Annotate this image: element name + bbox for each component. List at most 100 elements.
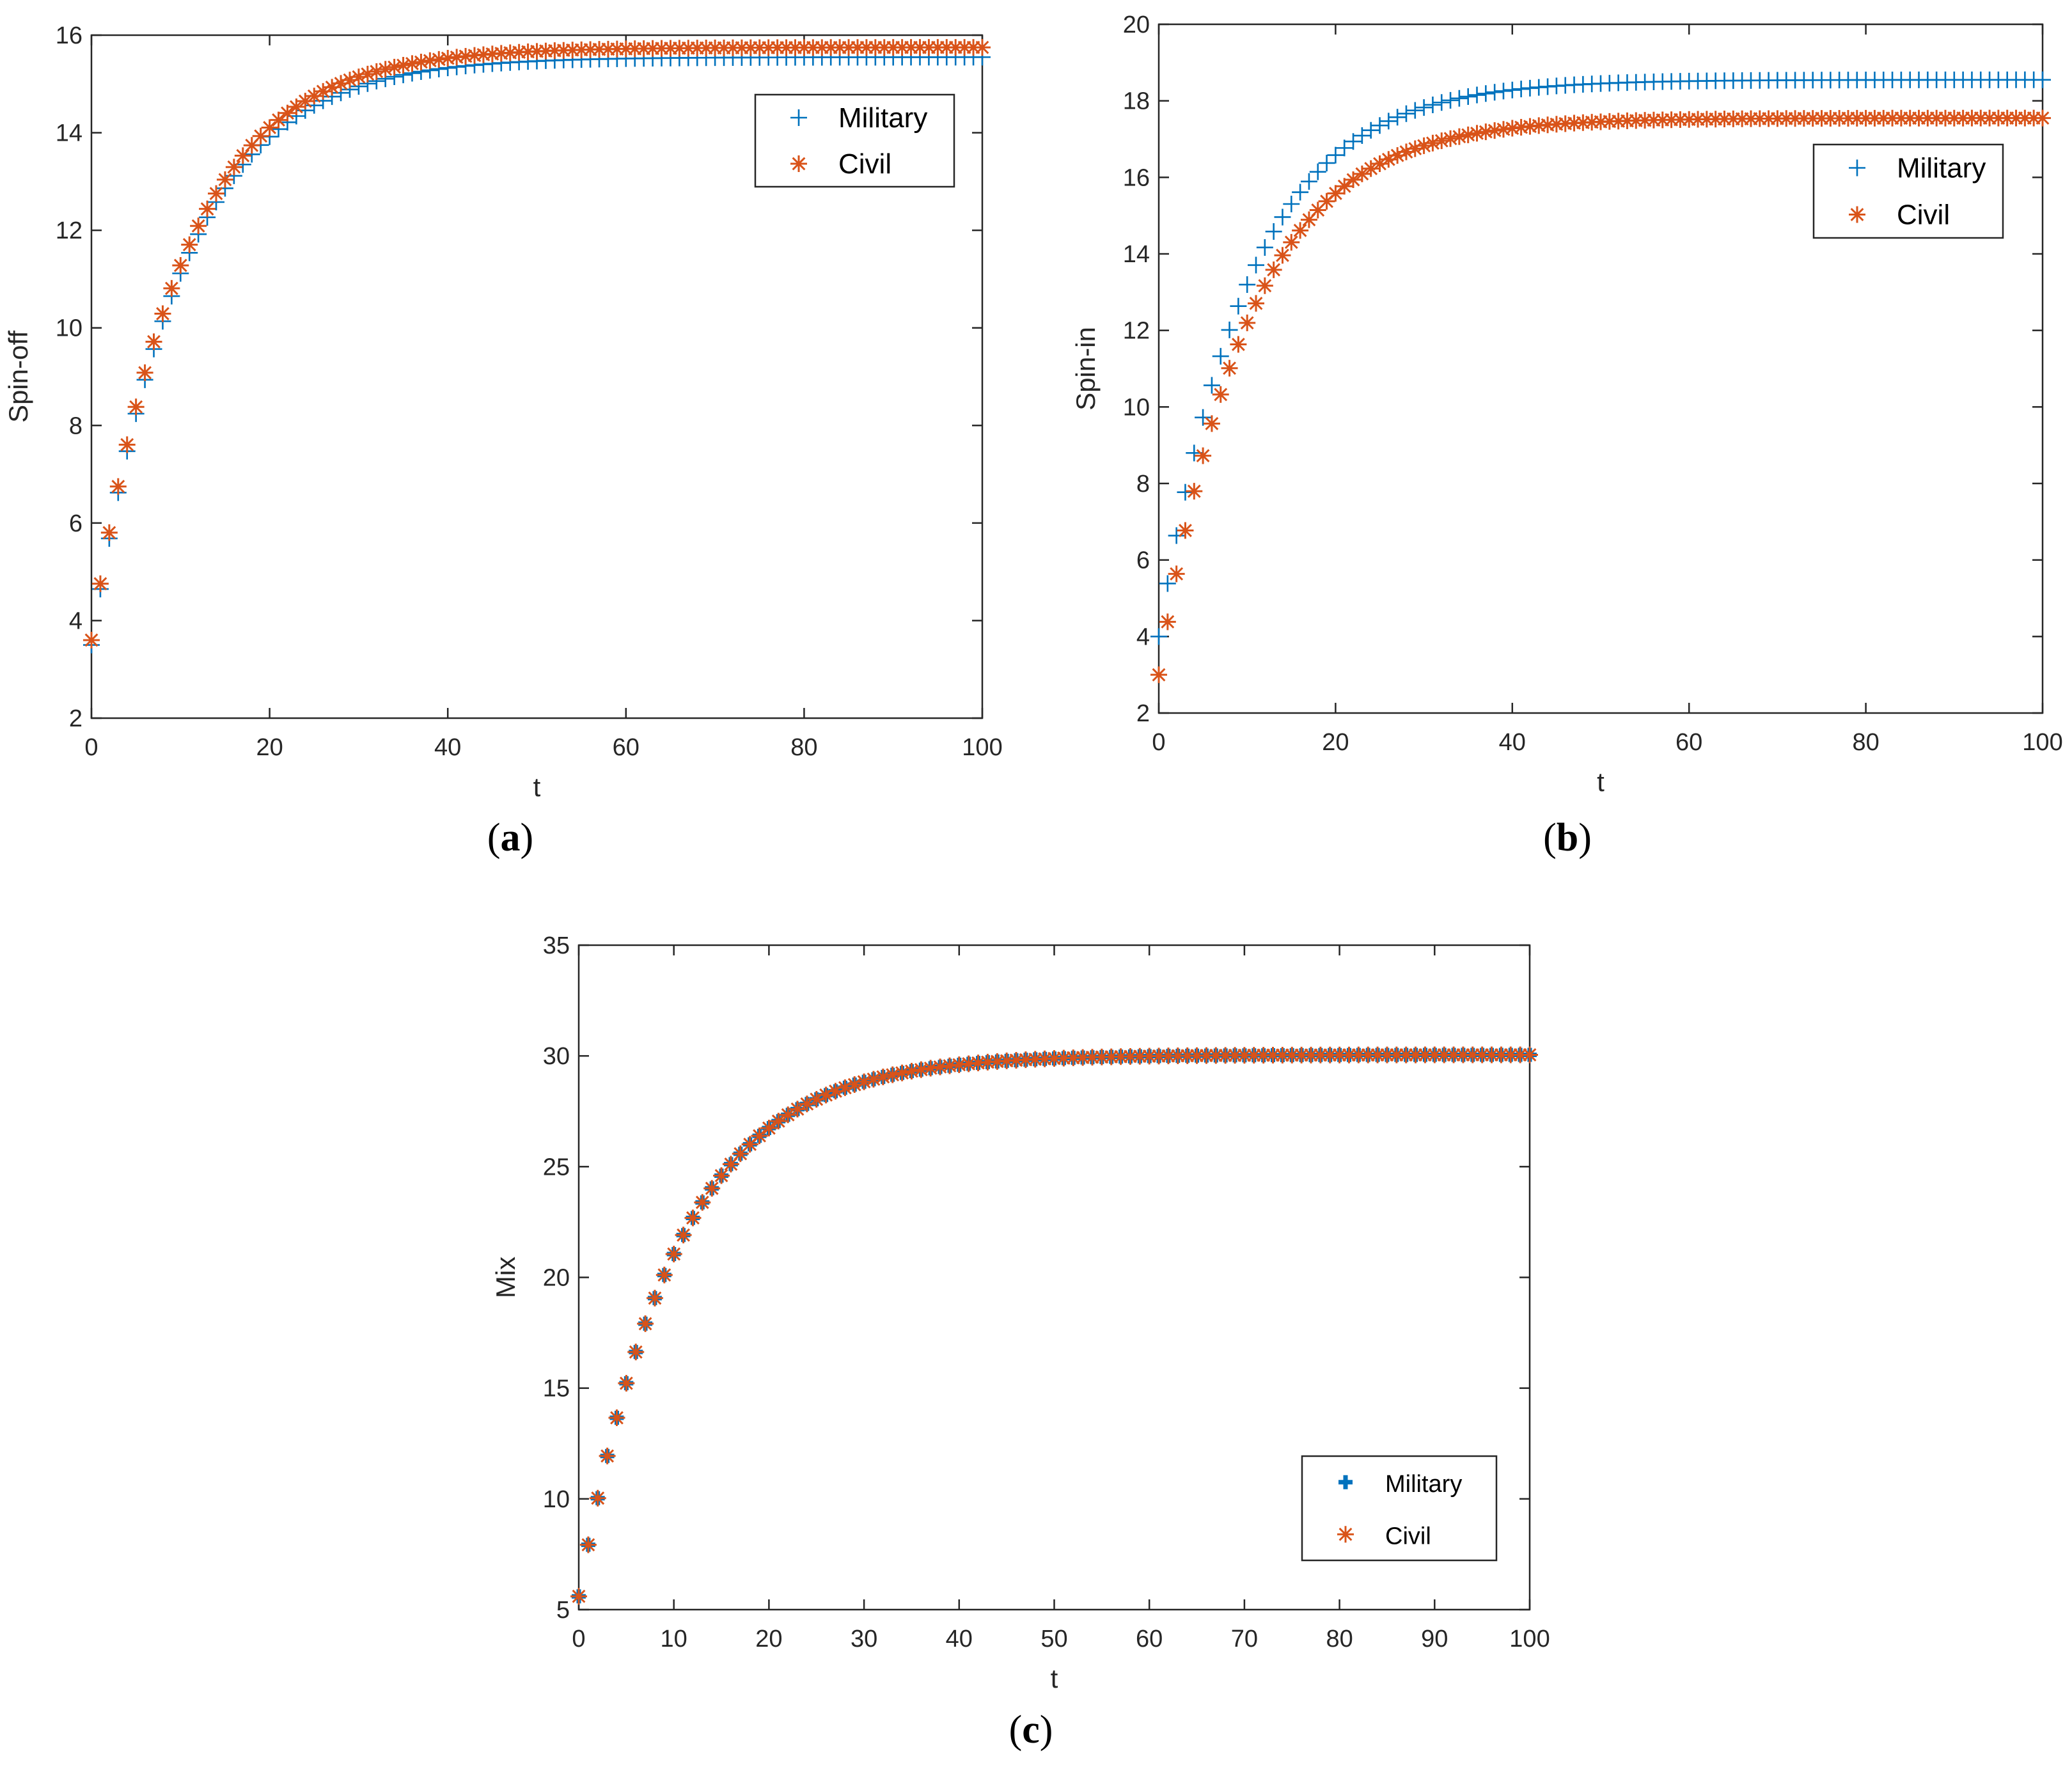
data-point <box>599 1447 616 1464</box>
data-point <box>956 39 973 56</box>
data-point <box>960 1055 977 1072</box>
legend-label: Military <box>838 102 927 134</box>
data-point <box>874 1068 891 1085</box>
data-point <box>1557 115 1574 132</box>
data-point <box>1168 527 1185 544</box>
y-tick-label: 10 <box>56 315 82 342</box>
data-point <box>1866 109 1883 127</box>
data-point <box>1008 1051 1025 1069</box>
data-point <box>546 42 563 59</box>
data-point <box>1103 1048 1120 1065</box>
data-point <box>1198 1047 1215 1064</box>
data-point <box>760 39 777 56</box>
data-point <box>1445 1046 1463 1063</box>
data-point <box>1274 208 1291 226</box>
data-point <box>386 59 403 76</box>
y-tick-label: 35 <box>543 932 570 959</box>
data-point <box>1442 91 1459 109</box>
data-point <box>1353 127 1370 145</box>
data-point <box>911 39 929 56</box>
y-tick-label: 4 <box>1136 624 1150 650</box>
data-point <box>1122 1048 1139 1065</box>
data-point <box>1583 114 1601 131</box>
data-point <box>804 39 822 56</box>
data-point <box>457 47 475 65</box>
data-point <box>1093 1048 1110 1065</box>
data-point <box>1574 114 1592 131</box>
data-point <box>297 93 314 110</box>
data-point <box>288 98 305 115</box>
data-point <box>1302 1046 1319 1063</box>
data-point <box>1274 1046 1291 1063</box>
data-point <box>1681 111 1698 128</box>
data-point <box>1468 125 1486 142</box>
data-point <box>1406 102 1424 119</box>
data-point <box>920 39 938 56</box>
data-point <box>626 40 643 58</box>
data-point <box>582 41 599 58</box>
data-point <box>163 279 180 297</box>
x-tick-label: 30 <box>851 1626 877 1652</box>
panel-caption: (b) <box>1543 816 1592 859</box>
data-point <box>1380 151 1397 168</box>
data-point <box>1910 109 1927 127</box>
data-point <box>635 40 652 57</box>
data-point <box>1521 118 1539 135</box>
data-point <box>1283 196 1300 213</box>
data-point <box>1212 348 1229 365</box>
data-point <box>1928 109 1945 127</box>
data-point <box>665 1245 682 1262</box>
y-tick-label: 16 <box>1123 164 1150 191</box>
data-point <box>555 42 572 59</box>
data-point <box>1503 81 1521 98</box>
y-axis-label: Spin-in <box>1071 327 1101 411</box>
data-point <box>1221 359 1238 377</box>
data-point <box>1787 110 1804 127</box>
data-point <box>1495 121 1512 138</box>
data-point <box>932 1058 949 1076</box>
data-point <box>1875 109 1892 127</box>
data-point <box>856 1073 873 1090</box>
data-point <box>787 39 804 56</box>
x-tick-label: 50 <box>1040 1626 1067 1652</box>
data-point <box>902 39 920 56</box>
data-point <box>2016 109 2034 127</box>
data-point <box>1502 1046 1519 1063</box>
data-point <box>969 1055 987 1072</box>
data-point <box>172 257 189 274</box>
data-point <box>1318 154 1335 171</box>
legend-marker <box>1849 206 1865 223</box>
data-point <box>694 1194 711 1211</box>
data-point <box>1442 130 1459 147</box>
data-point <box>1300 211 1317 228</box>
data-point <box>1778 110 1795 127</box>
data-point <box>1417 1046 1434 1063</box>
data-point <box>1055 1049 1072 1067</box>
data-point <box>1336 139 1353 157</box>
y-tick-label: 2 <box>1136 700 1150 727</box>
data-point <box>618 1375 635 1392</box>
series-civil <box>83 39 991 648</box>
x-tick-label: 20 <box>1322 729 1349 756</box>
panel-caption-letter: a <box>501 816 521 859</box>
data-point <box>1397 1046 1415 1063</box>
x-tick-label: 20 <box>256 734 283 761</box>
data-point <box>875 39 893 56</box>
y-tick-label: 20 <box>1123 12 1150 38</box>
data-point <box>1654 111 1671 129</box>
data-point <box>1592 113 1609 130</box>
data-point <box>751 39 768 56</box>
data-point <box>1512 1046 1529 1063</box>
data-point <box>941 1057 958 1074</box>
data-point <box>1256 277 1273 294</box>
data-point <box>680 40 697 57</box>
data-point <box>1179 1047 1196 1064</box>
data-point <box>1424 96 1441 113</box>
data-point <box>608 1409 625 1427</box>
data-point <box>2034 71 2051 88</box>
data-point <box>1397 105 1415 122</box>
x-tick-label: 60 <box>1676 729 1702 756</box>
data-point <box>591 41 608 58</box>
data-point <box>1177 483 1194 501</box>
data-point <box>884 39 902 56</box>
